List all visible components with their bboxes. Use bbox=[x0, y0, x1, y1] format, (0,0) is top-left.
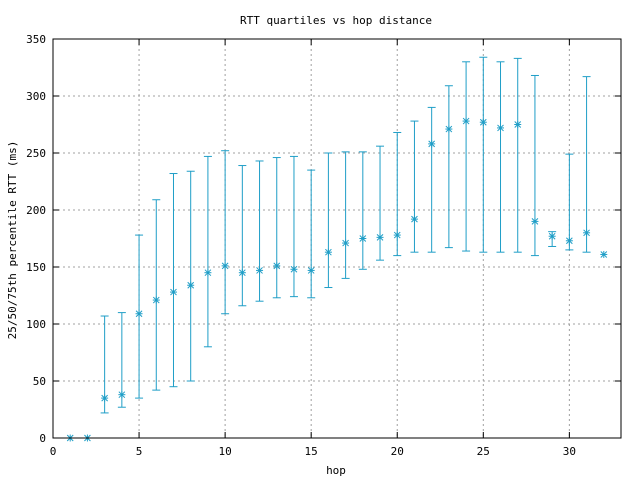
hop-5-point bbox=[135, 234, 144, 399]
median-marker bbox=[428, 140, 436, 148]
median-marker bbox=[118, 391, 126, 399]
hop-12-point bbox=[255, 160, 264, 302]
y-tick-label: 100 bbox=[26, 318, 46, 331]
x-tick-labels: 0 5 10 15 20 25 30 bbox=[50, 445, 576, 458]
y-tick-label: 300 bbox=[26, 90, 46, 103]
hop-27-point bbox=[513, 57, 522, 253]
hop-32-point bbox=[600, 250, 608, 258]
median-marker bbox=[256, 266, 264, 274]
y-tick-label: 50 bbox=[33, 375, 46, 388]
y-tick-label: 350 bbox=[26, 33, 46, 46]
x-tick-label: 20 bbox=[391, 445, 404, 458]
hop-16-point bbox=[324, 152, 333, 289]
hop-30-point bbox=[565, 153, 574, 251]
median-marker bbox=[445, 125, 453, 133]
hop-4-point bbox=[117, 312, 126, 408]
y-tick-label: 250 bbox=[26, 147, 46, 160]
hop-15-point bbox=[307, 169, 316, 299]
x-tick-label: 10 bbox=[218, 445, 231, 458]
median-marker bbox=[548, 232, 556, 240]
median-marker bbox=[152, 296, 160, 304]
median-marker bbox=[462, 117, 470, 125]
grid-lines bbox=[53, 39, 621, 438]
median-marker bbox=[600, 250, 608, 258]
median-marker bbox=[359, 235, 367, 242]
median-marker bbox=[342, 239, 350, 247]
median-marker bbox=[583, 229, 591, 237]
hop-13-point bbox=[272, 157, 281, 299]
x-axis-label: hop bbox=[326, 464, 346, 477]
median-marker bbox=[238, 269, 246, 277]
hop-7-point bbox=[169, 173, 178, 388]
median-marker bbox=[497, 124, 505, 132]
y-tick-label: 0 bbox=[39, 432, 46, 445]
median-marker bbox=[290, 265, 298, 273]
median-marker bbox=[393, 231, 401, 239]
hop-10-point bbox=[221, 150, 230, 315]
median-marker bbox=[376, 233, 384, 241]
median-marker bbox=[531, 217, 539, 225]
median-marker bbox=[101, 394, 109, 402]
hop-3-point bbox=[100, 315, 109, 414]
median-marker bbox=[273, 262, 281, 270]
median-marker bbox=[479, 118, 487, 126]
hop-6-point bbox=[152, 199, 161, 391]
median-marker bbox=[410, 215, 418, 223]
y-tick-label: 150 bbox=[26, 261, 46, 274]
hop-14-point bbox=[289, 155, 298, 298]
median-marker bbox=[187, 281, 195, 289]
x-tick-label: 25 bbox=[477, 445, 490, 458]
y-tick-labels: 0 50 100 150 200 250 300 350 bbox=[26, 33, 46, 445]
median-marker bbox=[307, 266, 315, 274]
hop-17-point bbox=[341, 151, 350, 279]
hop-25-point bbox=[479, 56, 488, 253]
x-tick-label: 30 bbox=[563, 445, 576, 458]
median-marker bbox=[135, 310, 143, 318]
y-tick-label: 200 bbox=[26, 204, 46, 217]
hop-19-point bbox=[376, 145, 385, 261]
median-marker bbox=[514, 121, 522, 128]
x-tick-label: 15 bbox=[305, 445, 318, 458]
hop-23-point bbox=[444, 85, 453, 249]
hop-8-point bbox=[186, 170, 195, 382]
hop-18-point bbox=[358, 151, 367, 270]
hop-29-point bbox=[548, 231, 557, 247]
hop-24-point bbox=[462, 61, 471, 252]
plot-frame bbox=[52, 38, 622, 439]
hop-20-point bbox=[393, 131, 402, 257]
hop-9-point bbox=[203, 155, 212, 348]
median-marker bbox=[565, 237, 573, 245]
median-marker bbox=[324, 248, 332, 256]
data-points bbox=[66, 56, 608, 442]
x-tick-label: 0 bbox=[50, 445, 57, 458]
median-marker bbox=[204, 269, 212, 277]
hop-31-point bbox=[582, 76, 591, 253]
hop-28-point bbox=[530, 74, 539, 257]
y-axis-label: 25/50/75th percentile RTT (ms) bbox=[6, 141, 19, 340]
hop-21-point bbox=[410, 120, 419, 253]
axis-ticks bbox=[52, 38, 621, 439]
median-marker bbox=[169, 288, 177, 296]
hop-22-point bbox=[427, 106, 436, 253]
hop-26-point bbox=[496, 61, 505, 253]
median-marker bbox=[221, 262, 229, 270]
x-tick-label: 5 bbox=[136, 445, 143, 458]
chart-title: RTT quartiles vs hop distance bbox=[240, 14, 432, 27]
hop-11-point bbox=[238, 165, 247, 307]
